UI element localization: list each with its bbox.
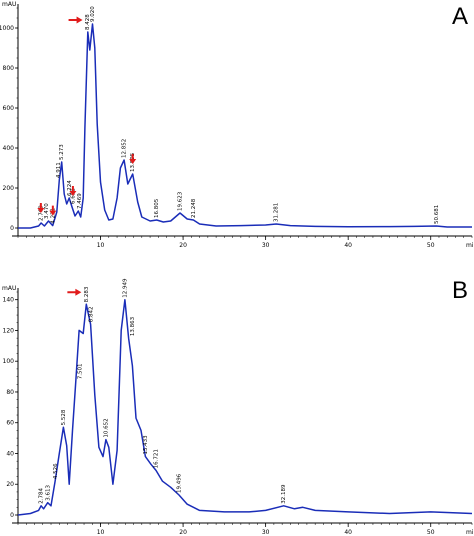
peak-label: 5.528 xyxy=(61,409,67,425)
y-tick-label: 120 xyxy=(3,327,15,334)
x-tick-label: 50 xyxy=(427,242,435,249)
red-arrow-marker xyxy=(67,288,82,296)
x-axis-unit: mi xyxy=(466,242,474,249)
panel-label: B xyxy=(452,277,468,304)
peak-label: 13.863 xyxy=(130,316,136,336)
y-tick-label: 80 xyxy=(6,389,14,396)
red-arrow-marker xyxy=(68,16,83,24)
y-tick-label: 800 xyxy=(3,65,15,72)
x-tick-label: 50 xyxy=(427,529,435,536)
y-tick-label: 100 xyxy=(3,358,15,365)
y-tick-label: 600 xyxy=(3,105,15,112)
chromatogram-trace xyxy=(17,298,473,516)
red-arrow-marker xyxy=(37,203,45,213)
peak-label: 3.470 xyxy=(44,203,50,219)
y-tick-label: 0 xyxy=(10,512,14,519)
peak-label: 31.281 xyxy=(274,203,280,222)
peak-label: 8.842 xyxy=(88,307,94,323)
red-arrow-marker xyxy=(49,205,57,216)
y-axis-unit: mAU xyxy=(2,285,16,292)
x-tick-label: 30 xyxy=(262,529,270,536)
x-tick-label: 40 xyxy=(344,529,352,536)
red-arrow-marker xyxy=(69,186,77,196)
peak-label: 4.911 xyxy=(56,162,62,178)
peak-label: 19.623 xyxy=(177,191,183,211)
y-tick-label: 400 xyxy=(3,145,15,152)
y-tick-label: 20 xyxy=(6,481,14,488)
peak-label: 50.681 xyxy=(434,205,440,224)
peak-label: 8.283 xyxy=(84,286,90,302)
peak-label: 21.248 xyxy=(191,198,197,218)
chromatogram-panel-b: 0 20 40 60 80 100 120 140 mAU 10 20 30 40 50 mi 2.784 3.… xyxy=(2,277,474,536)
peak-label: 32.189 xyxy=(281,484,287,504)
peak-label: 6.651 xyxy=(70,188,76,204)
peak-label: 10.652 xyxy=(103,418,109,437)
peak-label: 7.501 xyxy=(77,363,83,379)
peak-label: 4.221 xyxy=(50,208,56,224)
x-tick-label: 10 xyxy=(97,529,105,536)
panel-label: A xyxy=(452,3,468,30)
y-tick-label: 0 xyxy=(10,225,14,232)
peak-label: 3.613 xyxy=(45,484,51,500)
x-tick-label: 20 xyxy=(179,242,187,249)
chromatogram-panel-a: 0 200 400 600 800 1000 mAU 10 20 30 40 50 mi 2.769 3.4… xyxy=(0,1,474,249)
peak-label: 5.273 xyxy=(59,144,65,160)
y-axis-unit: mAU xyxy=(2,1,16,8)
peak-label: 8.428 xyxy=(85,14,91,30)
peak-label: 19.496 xyxy=(176,473,182,493)
y-tick-label: 60 xyxy=(6,420,14,427)
y-tick-label: 40 xyxy=(6,450,14,457)
peak-label: 16.721 xyxy=(154,449,160,468)
y-tick-label: 200 xyxy=(3,185,15,192)
x-tick-label: 20 xyxy=(179,529,187,536)
x-tick-label: 10 xyxy=(97,242,105,249)
peak-label: 2.784 xyxy=(38,488,44,504)
x-axis-unit: mi xyxy=(466,529,474,536)
peak-label: 12.852 xyxy=(122,139,128,158)
x-tick-label: 40 xyxy=(344,242,352,249)
peak-label: 9.020 xyxy=(90,6,96,22)
peak-label: 16.805 xyxy=(154,198,160,218)
peak-label: 15.433 xyxy=(143,435,149,455)
x-tick-label: 30 xyxy=(262,242,270,249)
peak-label: 2.769 xyxy=(38,205,44,221)
peak-label: 4.526 xyxy=(53,463,59,479)
peak-label: 12.949 xyxy=(122,278,128,298)
y-tick-label: 140 xyxy=(3,297,15,304)
peak-label: 7.469 xyxy=(77,193,83,209)
red-arrow-marker xyxy=(129,154,137,164)
peak-label: 6.224 xyxy=(67,180,73,196)
chromatogram-trace xyxy=(18,23,472,229)
y-tick-label: 1000 xyxy=(0,25,14,32)
